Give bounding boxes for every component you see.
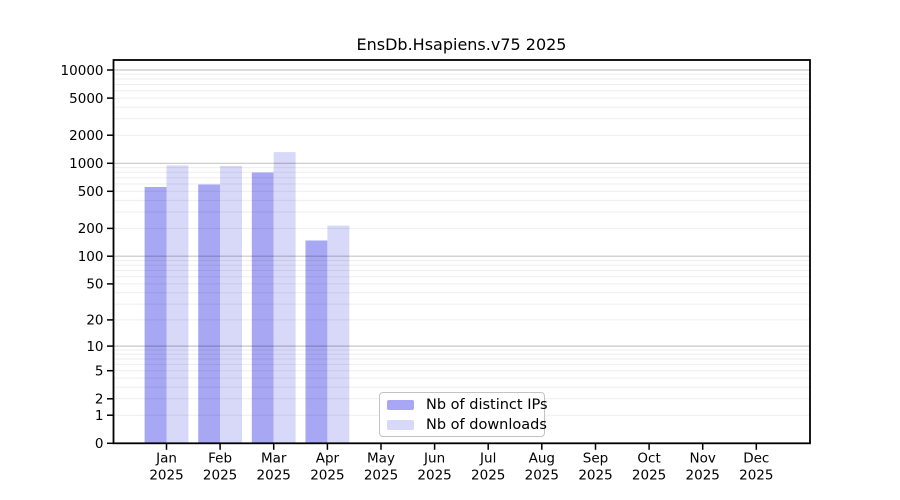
x-tick-label-month: Jan [155, 451, 177, 467]
x-tick-label-month: Nov [690, 451, 716, 467]
bar-distinct-ips-jan [144, 187, 167, 444]
y-tick-label: 1000 [69, 156, 103, 172]
x-tick-label-year: 2025 [471, 468, 505, 484]
legend-item-distinct-ips: Nb of distinct IPs [387, 396, 548, 414]
plot-border [112, 59, 811, 445]
x-tick-label-year: 2025 [364, 468, 398, 484]
y-tick-label: 500 [78, 184, 104, 200]
bar-downloads-feb [220, 166, 242, 444]
y-tick-label: 100 [78, 249, 104, 265]
bar-distinct-ips-apr [305, 240, 328, 444]
x-tick-label-month: Dec [743, 451, 769, 467]
x-tick-label-month: Jun [423, 451, 445, 467]
chart-title: EnsDb.Hsapiens.v75 2025 [356, 35, 567, 54]
legend-label-downloads: Nb of downloads [426, 416, 547, 433]
x-tick-label-month: Oct [637, 451, 660, 467]
x-tick-label-year: 2025 [257, 468, 291, 484]
y-tick-label: 5 [95, 364, 104, 380]
legend: Nb of distinct IPs Nb of downloads [379, 392, 548, 437]
legend-swatch-distinct-ips [387, 399, 414, 410]
y-tick-label: 10 [86, 339, 103, 355]
y-tick-label: 20 [86, 313, 103, 329]
x-tick-label-month: Apr [316, 451, 340, 467]
x-tick-label-month: Aug [529, 451, 555, 467]
legend-swatch-downloads [387, 419, 414, 430]
bar-downloads-mar [273, 152, 296, 444]
x-tick-label-month: Jul [479, 451, 496, 467]
x-tick-label-year: 2025 [632, 468, 666, 484]
x-tick-label-year: 2025 [417, 468, 451, 484]
x-tick-label-year: 2025 [203, 468, 237, 484]
x-tick-label-year: 2025 [739, 468, 773, 484]
y-tick-label: 2000 [69, 128, 103, 144]
bar-downloads-apr [327, 225, 350, 444]
bar-distinct-ips-mar [251, 172, 274, 444]
y-tick-label: 0 [95, 436, 104, 452]
x-tick-label-month: Mar [261, 451, 287, 467]
bar-distinct-ips-feb [198, 184, 221, 444]
y-tick-label: 200 [78, 221, 104, 237]
x-tick-label-month: Feb [208, 451, 232, 467]
x-tick-label-month: Sep [583, 451, 608, 467]
bar-downloads-jan [166, 165, 189, 444]
legend-item-downloads: Nb of downloads [387, 416, 547, 434]
x-tick-label-year: 2025 [686, 468, 720, 484]
y-tick-label: 10000 [61, 63, 104, 79]
x-tick-label-month: May [367, 451, 395, 467]
y-tick-label: 5000 [69, 91, 103, 107]
x-tick-label-year: 2025 [525, 468, 559, 484]
x-tick-label-year: 2025 [310, 468, 344, 484]
y-tick-label: 2 [95, 392, 104, 408]
legend-label-distinct-ips: Nb of distinct IPs [426, 396, 548, 413]
x-tick-label-year: 2025 [578, 468, 612, 484]
y-tick-label: 50 [86, 277, 103, 293]
x-tick-label-year: 2025 [149, 468, 183, 484]
y-tick-label: 1 [95, 408, 104, 424]
